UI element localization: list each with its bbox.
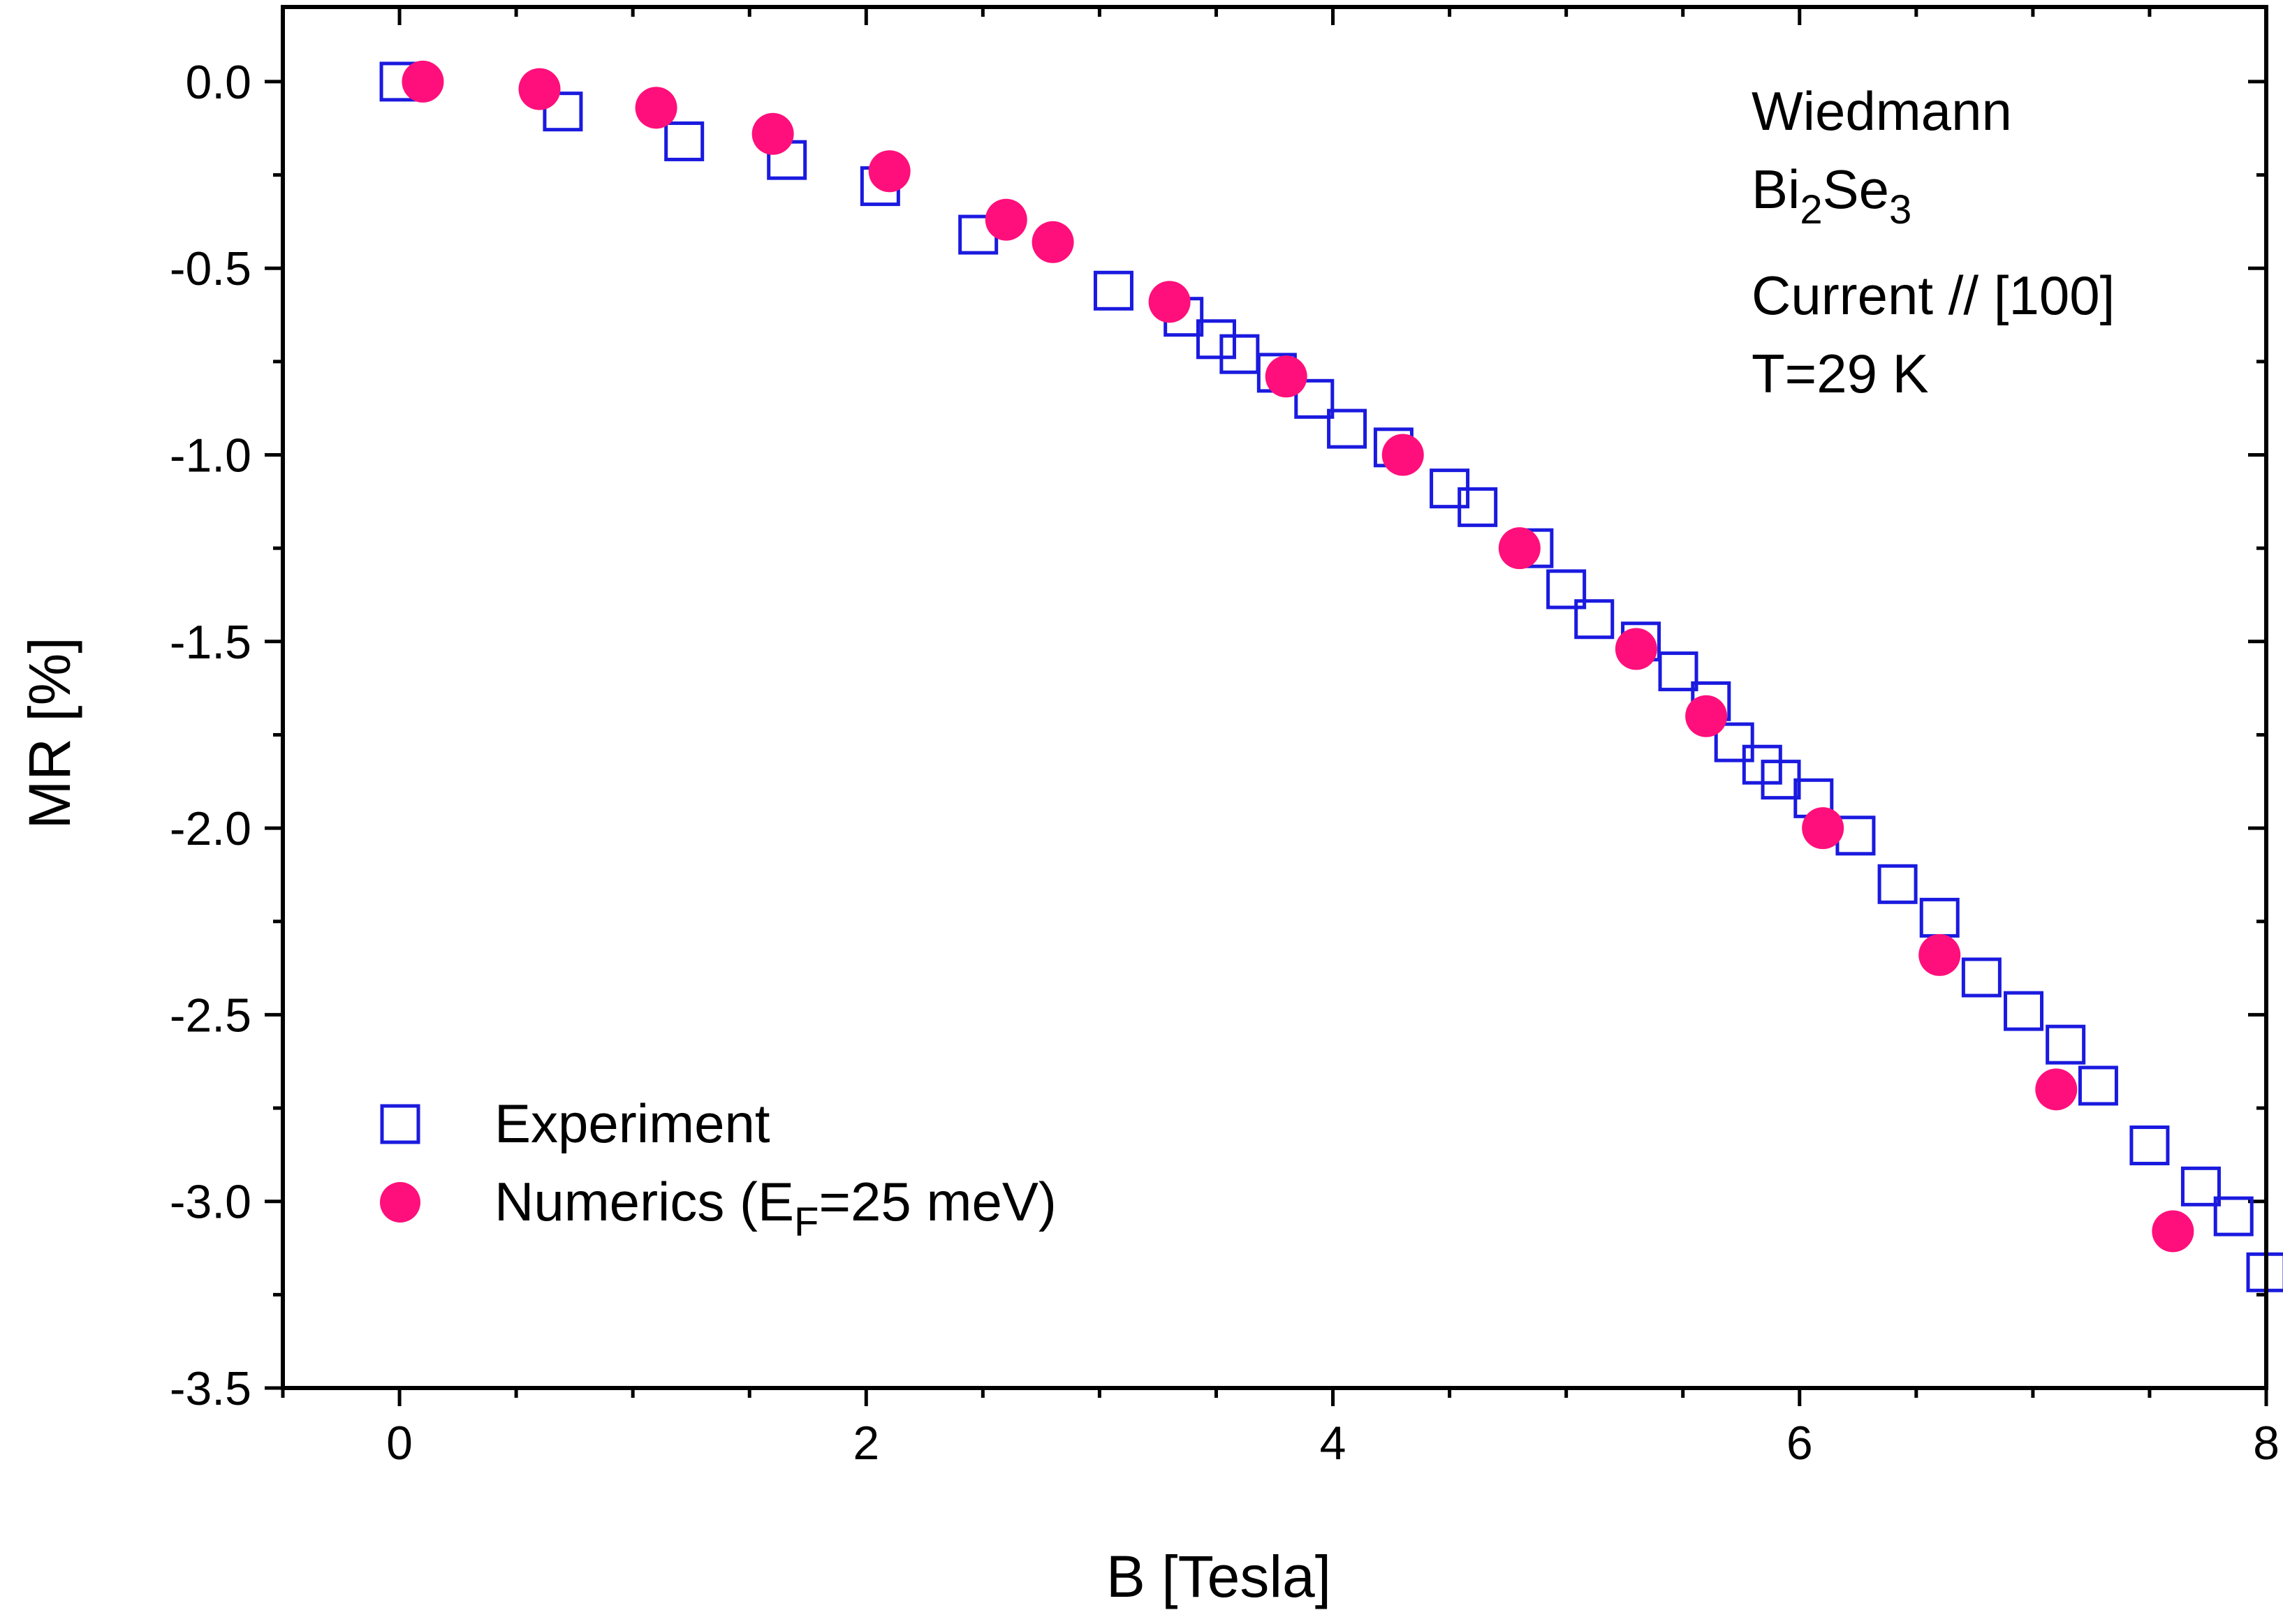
experiment-point	[2129, 1125, 2170, 1166]
y-axis-title: MR [%]	[17, 637, 82, 829]
legend-marker-experiment	[380, 1104, 420, 1144]
numerics-point	[751, 112, 794, 155]
annotation-bi: Bi	[1752, 158, 1800, 220]
numerics-point	[1381, 434, 1424, 476]
numerics-point	[868, 150, 911, 193]
experiment-point	[2213, 1196, 2254, 1237]
experiment-point	[1093, 270, 1133, 311]
y-tick-label: -2.0	[170, 802, 251, 855]
experiment-point	[543, 91, 583, 132]
y-tick-label: -1.0	[170, 429, 251, 482]
numerics-point	[1685, 695, 1728, 737]
y-tick-label: 0.0	[185, 56, 251, 109]
plot-frame	[281, 5, 2268, 1390]
numerics-point	[2035, 1068, 2078, 1111]
experiment-point	[1458, 487, 1498, 527]
experiment-point	[2078, 1065, 2118, 1106]
numerics-point	[985, 198, 1027, 241]
experiment-point	[1658, 651, 1698, 692]
legend-label-numerics: Numerics (EF=25 meV)	[494, 1171, 1057, 1245]
legend: Experiment Numerics (EF=25 meV)	[380, 1093, 1057, 1245]
numerics-point	[402, 60, 444, 103]
experiment-point	[1196, 319, 1236, 360]
numerics-point	[1265, 355, 1307, 398]
experiment-point	[1877, 864, 1918, 904]
experiment-point	[1546, 569, 1587, 610]
experiment-point	[2046, 1024, 2086, 1065]
annotation-line-3: Current // [100]	[1752, 265, 2115, 326]
annotation-se: Se	[1823, 158, 1889, 220]
legend-label-experiment: Experiment	[494, 1093, 770, 1154]
annotation-se-subscript: 3	[1889, 187, 1911, 232]
numerics-point	[1032, 221, 1074, 263]
x-tick-label: 2	[853, 1417, 879, 1470]
annotation-line-1: Wiedmann	[1752, 80, 2012, 142]
y-tick-label: -3.0	[170, 1176, 251, 1229]
y-tick-label: -2.5	[170, 989, 251, 1042]
x-axis-title: B [Tesla]	[1106, 1544, 1331, 1609]
numerics-series	[402, 60, 2194, 1253]
x-tick-label: 6	[1786, 1417, 1813, 1470]
tick-labels-group: 0 2 4 6 8 0.0 -0.5 -1.0 -1.5 -2.0 -2.5 -3.0 -3.5	[170, 56, 2280, 1470]
numerics-point	[2152, 1210, 2194, 1253]
numerics-point	[1918, 933, 1961, 976]
legend-numerics-part-1: Numerics (E	[494, 1171, 794, 1232]
annotation-line-4: T=29 K	[1752, 343, 1929, 404]
annotation-bi-subscript: 2	[1800, 187, 1822, 232]
experiment-point	[2004, 991, 2044, 1031]
y-tick-label: -0.5	[170, 242, 251, 295]
numerics-point	[518, 68, 561, 110]
legend-numerics-part-2: =25 meV)	[818, 1171, 1056, 1232]
legend-numerics-subscript: F	[794, 1199, 818, 1245]
experiment-point	[1714, 722, 1754, 762]
numerics-point	[1615, 628, 1657, 670]
numerics-point	[1148, 281, 1191, 323]
numerics-point	[635, 87, 677, 129]
y-tick-label: -3.5	[170, 1362, 251, 1415]
x-tick-label: 0	[386, 1417, 413, 1470]
numerics-point	[1802, 807, 1844, 850]
experiment-point	[1961, 957, 2002, 998]
experiment-point	[1327, 408, 1367, 449]
x-tick-label: 8	[2253, 1417, 2280, 1470]
numerics-point	[1498, 527, 1541, 570]
experiment-point	[1574, 599, 1615, 640]
x-tick-label: 4	[1320, 1417, 1346, 1470]
experiment-point	[2180, 1166, 2221, 1206]
annotation-line-2: Bi2Se3	[1752, 158, 1911, 232]
legend-marker-numerics	[380, 1182, 420, 1223]
experiment-point	[1294, 378, 1335, 419]
experiment-point	[664, 121, 705, 161]
y-tick-label: -1.5	[170, 616, 251, 669]
